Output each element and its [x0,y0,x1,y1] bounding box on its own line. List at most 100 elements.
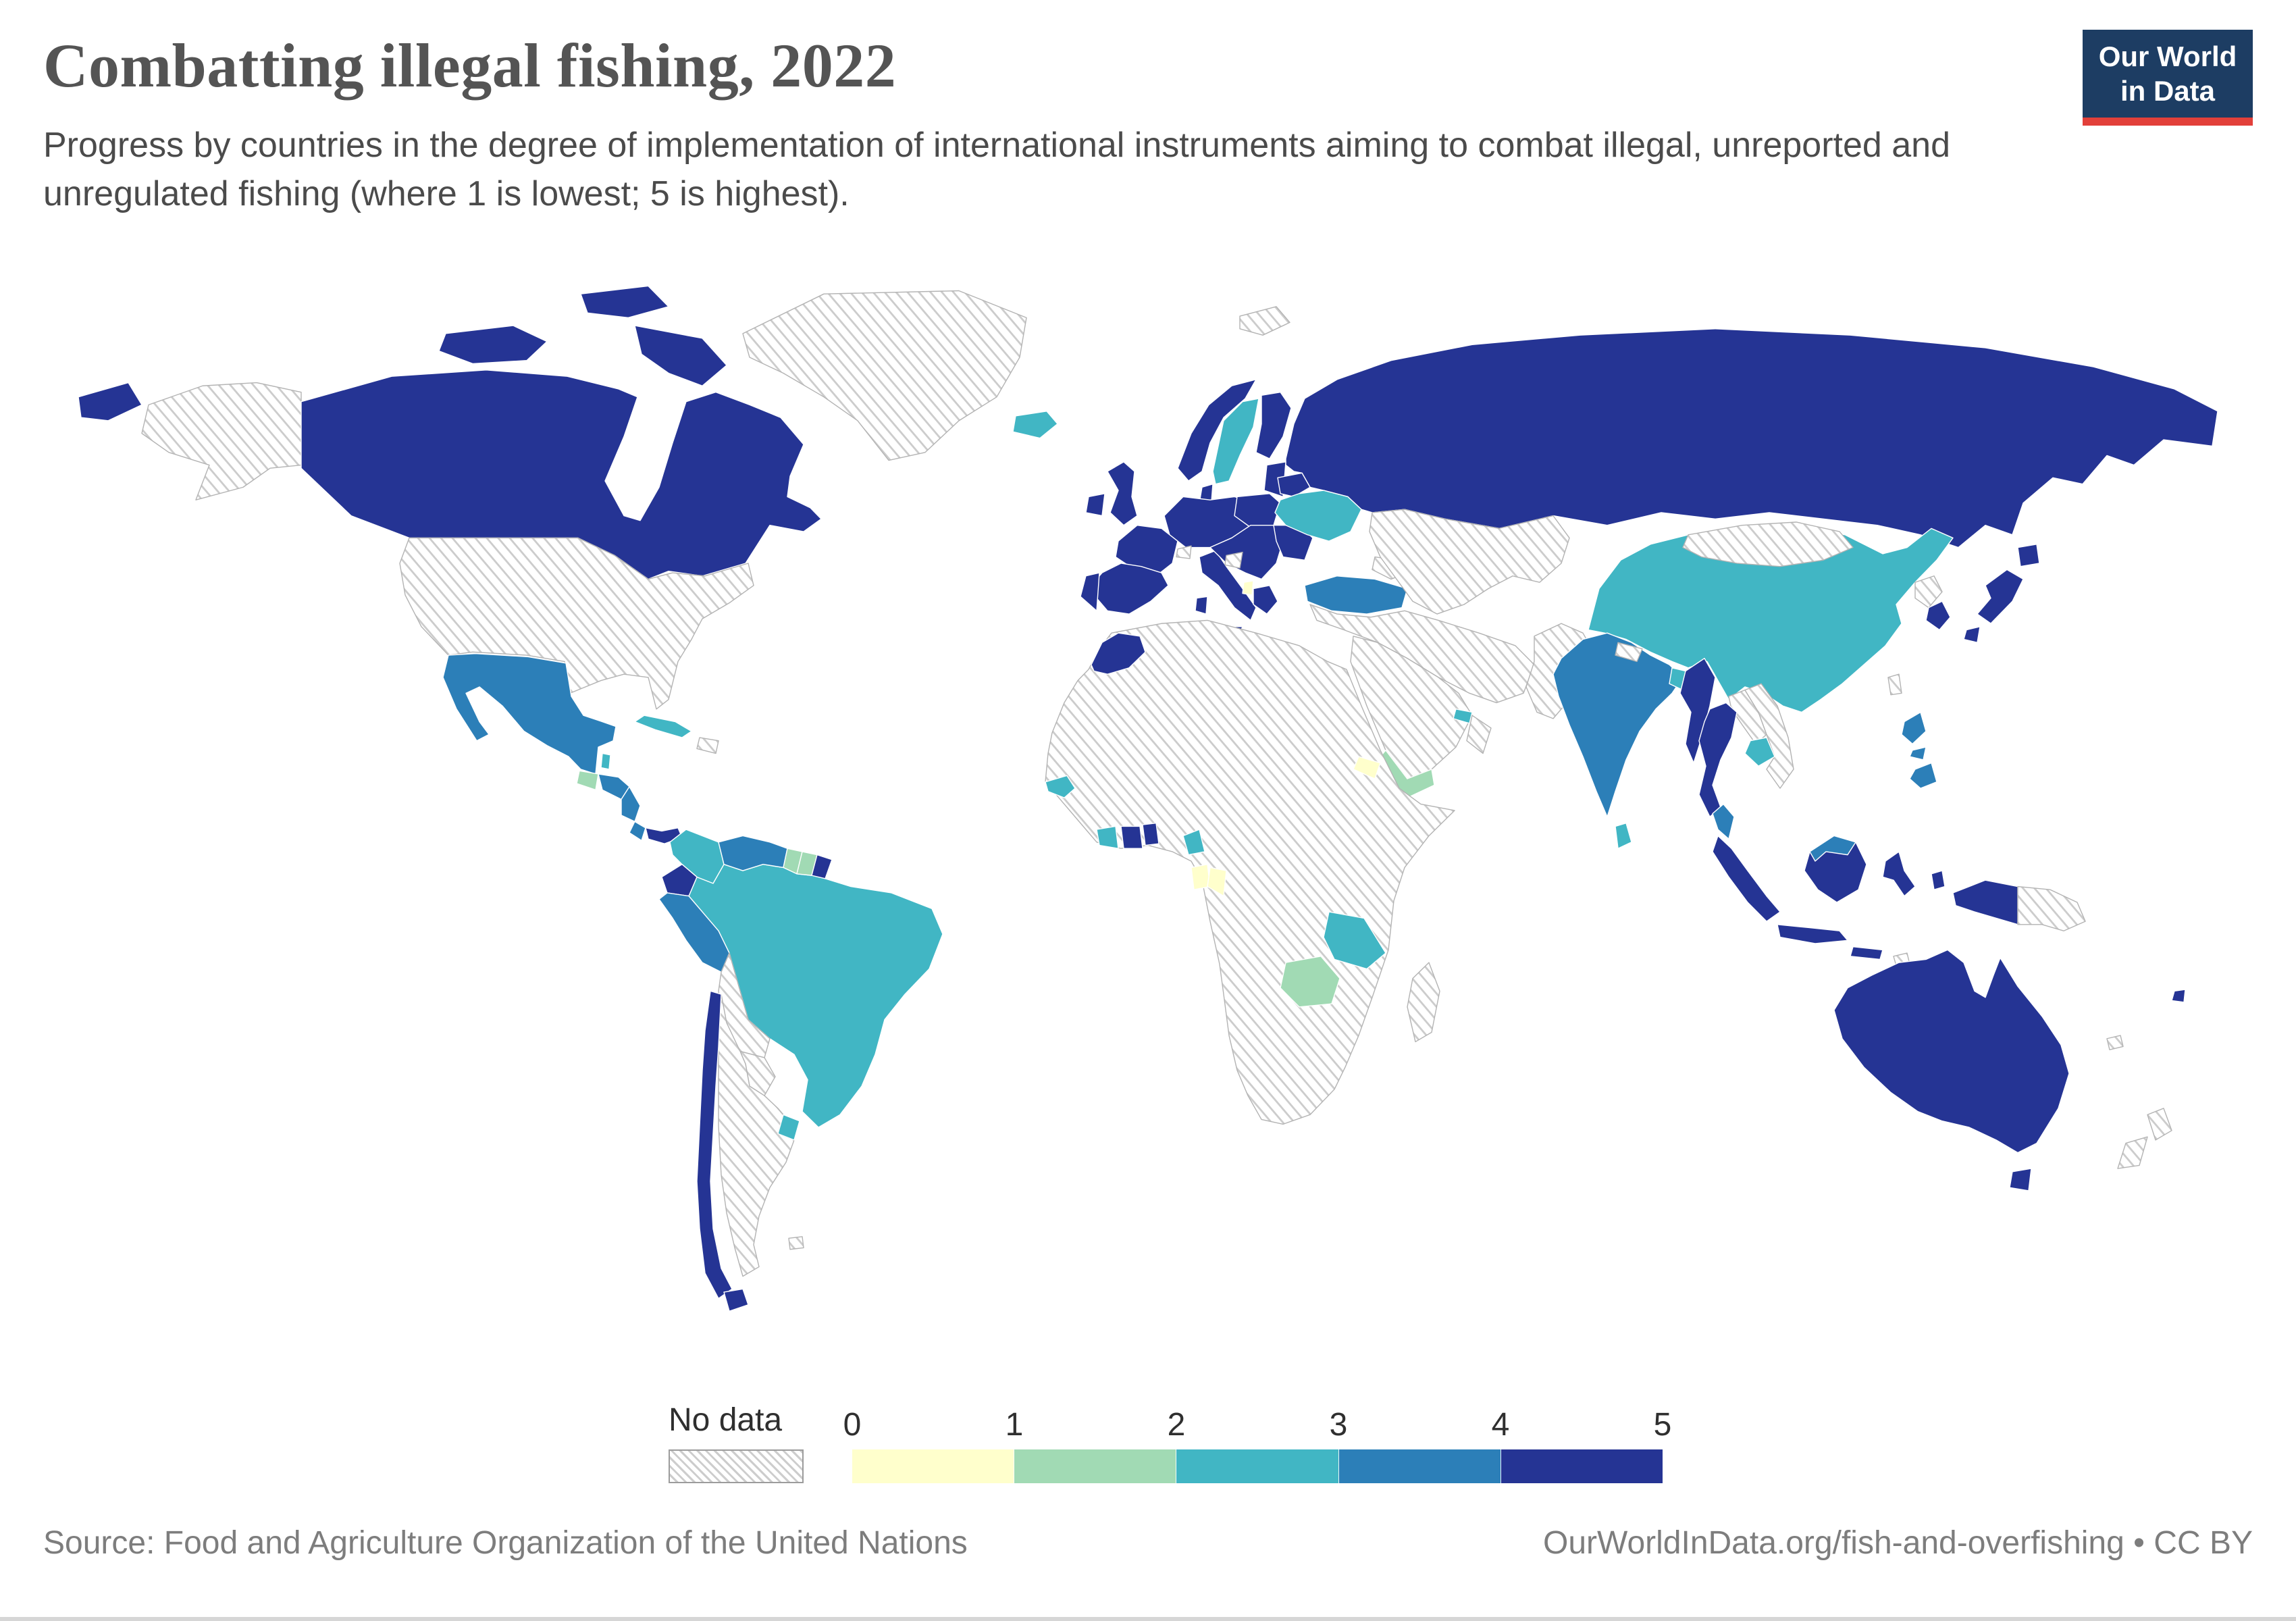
country-sri-lanka[interactable] [1615,823,1632,849]
country-belize[interactable] [601,753,610,769]
country-indonesia-west-papua[interactable] [1953,880,2018,925]
country-indonesia-sumatra[interactable] [1713,835,1780,921]
country-australia[interactable] [1834,950,2069,1152]
country-greece[interactable] [1253,586,1278,614]
country-ukraine[interactable] [1275,490,1361,541]
country-svalbard[interactable] [1240,307,1290,335]
legend-bar-segment[interactable] [1338,1449,1501,1483]
country-north-korea[interactable] [1915,576,1942,608]
country-uae[interactable] [1453,709,1472,723]
country-vietnam[interactable] [1745,684,1794,788]
country-zambia[interactable] [1280,956,1340,1007]
country-madagascar[interactable] [1407,962,1440,1041]
country-portugal[interactable] [1080,573,1099,611]
country-finland[interactable] [1256,392,1291,459]
country-oman[interactable] [1467,715,1491,753]
region-middle-east[interactable] [1310,604,1534,702]
country-falkland-islands[interactable] [789,1237,804,1250]
legend-bar-segment[interactable] [852,1449,1015,1483]
country-cuba[interactable] [635,715,692,738]
legend-bar-segment[interactable] [1501,1449,1663,1483]
country-albania[interactable] [1243,581,1253,595]
country-cambodia[interactable] [1745,738,1775,766]
country-italy-sardinia[interactable] [1195,596,1207,614]
country-indonesia-nusa-tenggara[interactable] [1850,947,1883,960]
country-new-zealand-north[interactable] [2147,1108,2172,1140]
country-hispaniola[interactable] [697,738,719,753]
legend-ticks: 0 1 2 3 4 5 [843,1406,1672,1449]
country-chile[interactable] [697,991,732,1298]
country-canada-ellesmere-island[interactable] [581,286,669,317]
legend-bar-segment[interactable] [1014,1449,1177,1483]
country-saudi-arabia[interactable] [1351,636,1472,779]
country-guatemala[interactable] [577,771,598,790]
country-turkey[interactable] [1305,576,1407,614]
country-congo[interactable] [1207,867,1226,896]
country-philippines-visayas[interactable] [1910,747,1926,760]
country-canada-baffin-island[interactable] [635,326,727,386]
country-japan-honshu[interactable] [1977,569,2023,623]
country-cote-divoire[interactable] [1097,826,1118,848]
page-title: Combatting illegal fishing, 2022 [43,31,897,100]
country-united-states-alaska[interactable] [142,383,301,500]
country-ecuador[interactable] [662,865,697,896]
region-central-asia[interactable] [1369,509,1569,614]
country-russia-chukotka[interactable] [78,383,142,421]
legend-no-data: No data [669,1401,804,1483]
country-nepal[interactable] [1615,642,1642,661]
country-south-korea[interactable] [1926,601,1950,629]
country-taiwan[interactable] [1888,674,1902,694]
country-french-guiana[interactable] [812,855,832,879]
country-australia-tasmania[interactable] [2010,1168,2031,1191]
country-mongolia[interactable] [1683,522,1853,567]
country-canada-victoria-island[interactable] [439,326,547,363]
country-new-zealand-south[interactable] [2118,1137,2147,1168]
country-morocco[interactable] [1091,633,1145,674]
country-colombia[interactable] [670,829,724,883]
country-papua-new-guinea[interactable] [2018,887,2085,931]
country-japan-hokkaido[interactable] [2018,544,2039,567]
country-norway[interactable] [1178,380,1256,481]
country-fiji[interactable] [2172,989,2185,1002]
country-indonesia-sulawesi[interactable] [1883,852,1915,896]
country-tanz[interactable] [1324,912,1386,969]
country-philippines-luzon[interactable] [1902,712,1926,744]
country-balkans[interactable] [1210,525,1283,580]
country-united-kingdom[interactable] [1107,462,1137,525]
country-mexico[interactable] [443,654,616,774]
country-cameroon[interactable] [1183,829,1205,855]
country-switzerland[interactable] [1176,546,1191,559]
country-new-caledonia[interactable] [2107,1035,2123,1050]
country-indonesia-moluccas[interactable] [1931,871,1945,890]
country-ghana[interactable] [1121,826,1143,848]
owid-logo[interactable]: Our World in Data [2083,30,2253,126]
country-iceland[interactable] [1013,411,1058,438]
country-ireland[interactable] [1086,494,1105,516]
legend-no-data-swatch[interactable] [669,1449,804,1483]
footer-link[interactable]: OurWorldInData.org/fish-and-overfishing … [1542,1525,2253,1561]
country-uruguay[interactable] [778,1114,800,1140]
country-argentina[interactable] [719,994,794,1277]
country-chile-tierra-del-fuego[interactable] [724,1289,748,1311]
country-myanmar[interactable] [1680,659,1715,763]
country-india[interactable] [1553,633,1683,817]
country-philippines-mindanao[interactable] [1910,763,1937,789]
country-belarus[interactable] [1278,473,1310,496]
country-venezuela[interactable] [719,835,787,871]
country-france[interactable] [1116,525,1178,576]
country-malaysia-borneo[interactable] [1810,835,1856,861]
country-costa-rica[interactable] [629,821,646,840]
country-senegal[interactable] [1045,775,1075,798]
country-sweden[interactable] [1213,398,1259,484]
country-japan-kyushu[interactable] [1964,627,1980,642]
bottom-divider [0,1617,2296,1621]
country-bosnia[interactable] [1225,552,1243,568]
legend-bar-segment[interactable] [1176,1449,1339,1483]
country-greenland[interactable] [743,290,1026,460]
legend-tick: 2 [1167,1407,1186,1443]
country-indonesia-java[interactable] [1777,925,1848,944]
country-malaysia-peninsula[interactable] [1713,804,1734,840]
country-eritrea[interactable] [1353,756,1380,779]
country-nicaragua[interactable] [621,787,640,822]
country-benin-togo[interactable] [1143,823,1159,846]
